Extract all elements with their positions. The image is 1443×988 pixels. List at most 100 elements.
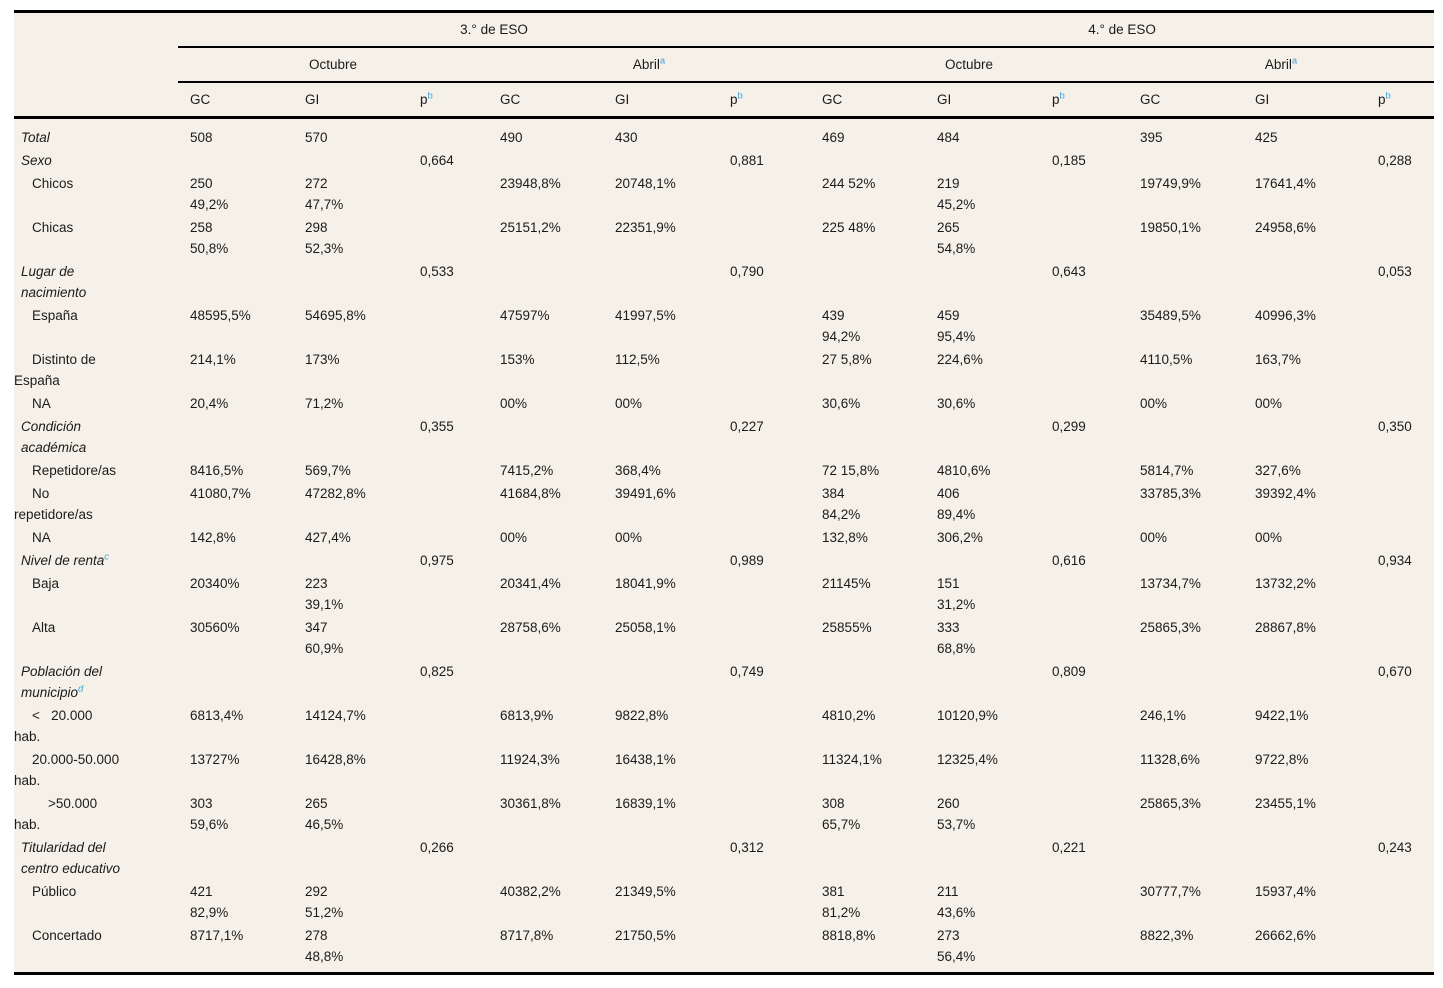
- data-cell: 225 48%: [822, 220, 876, 235]
- p-value-cell: [1040, 459, 1128, 482]
- data-cell: 265 54,8%: [937, 220, 976, 256]
- data-cell: 25151,2%: [500, 220, 561, 235]
- data-cell: [488, 149, 603, 172]
- data-cell: 570: [305, 130, 328, 145]
- data-cell: 469: [822, 130, 845, 145]
- data-cell: 00%: [615, 396, 643, 411]
- row-label-line: No: [32, 486, 50, 501]
- data-cell: 00%: [1255, 396, 1283, 411]
- p-value-cell: [408, 216, 488, 260]
- row-label: Titularidad del centro educativo: [14, 836, 178, 880]
- row-label: Alta: [14, 616, 178, 660]
- data-cell: 20341,4%: [500, 576, 561, 591]
- period-header-octubre-2: Octubre: [810, 47, 1129, 83]
- column-header-p-8: pb: [1040, 82, 1129, 119]
- data-cell: 173%: [305, 352, 340, 367]
- row-label-line: NA: [32, 530, 51, 545]
- data-cell: 278 48,8%: [305, 928, 344, 964]
- data-cell: 439 94,2%: [822, 308, 861, 344]
- p-value-cell: [1040, 880, 1128, 924]
- data-cell: 219 45,2%: [937, 176, 976, 212]
- row-label: Concertado: [14, 924, 178, 968]
- row-label-line: Población del: [21, 664, 103, 679]
- data-cell: 00%: [1140, 530, 1168, 545]
- p-value-cell: [718, 748, 810, 792]
- data-cell: [925, 836, 1040, 880]
- period-header-abril-1: Abrila: [488, 47, 811, 83]
- data-cell: 425: [1255, 130, 1278, 145]
- p-value-cell: [1366, 459, 1434, 482]
- table-row: España 48595,5% 54695,8% 47597% 41997,5% 439 …: [14, 304, 1434, 348]
- p-value-cell: 0,053: [1378, 264, 1412, 279]
- data-cell: 23948,8%: [500, 176, 561, 191]
- row-label-line: Chicas: [32, 220, 74, 235]
- data-cell: [603, 836, 718, 880]
- data-cell: 4810,2%: [822, 708, 876, 723]
- row-label-line: NA: [32, 396, 51, 411]
- data-cell: 30560%: [190, 620, 240, 635]
- p-value-cell: [718, 880, 810, 924]
- data-cell: [1128, 149, 1243, 172]
- p-value-cell: [1040, 792, 1128, 836]
- row-label: España: [14, 304, 178, 348]
- data-cell: 8822,3%: [1140, 928, 1194, 943]
- table-row: NA 20,4% 71,2% 00% 00% 30,6% 30,6% 00% 00%: [14, 392, 1434, 415]
- data-cell: 333 68,8%: [937, 620, 976, 656]
- data-cell: [293, 149, 408, 172]
- p-value-cell: [408, 482, 488, 526]
- data-cell: [1243, 836, 1366, 880]
- data-cell: 490: [500, 130, 523, 145]
- data-cell: [293, 660, 408, 704]
- data-cell: [488, 836, 603, 880]
- p-value-cell: [408, 118, 488, 150]
- data-cell: 21145%: [822, 576, 871, 591]
- row-label: < 20.000 hab.: [14, 704, 178, 748]
- data-cell: 9422,1%: [1255, 708, 1309, 723]
- baseline-characteristics-table-panel: 3.° de ESO 4.° de ESO Octubre Abrila Octubre…: [14, 10, 1435, 975]
- period-header-octubre-0: Octubre: [178, 47, 488, 83]
- data-cell: 298 52,3%: [305, 220, 344, 256]
- p-value-cell: [408, 880, 488, 924]
- data-cell: 16428,8%: [305, 752, 366, 767]
- p-value-cell: 0,616: [1052, 553, 1086, 568]
- data-cell: 569,7%: [305, 463, 351, 478]
- data-cell: 406 89,4%: [937, 486, 976, 522]
- table-row: Población del municipiod 0,825 0,749 0,809 0,…: [14, 660, 1434, 704]
- data-cell: 71,2%: [305, 396, 344, 411]
- data-cell: 25865,3%: [1140, 796, 1201, 811]
- table-row: Público 421 82,9% 292 51,2% 40382,2% 21349,5…: [14, 880, 1434, 924]
- data-cell: 19749,9%: [1140, 176, 1201, 191]
- p-value-cell: [408, 792, 488, 836]
- grade-header-3eso: 3.° de ESO: [178, 13, 811, 48]
- table-row: Distinto de España 214,1% 173% 153% 112,5% 27 …: [14, 348, 1434, 392]
- row-label: 20.000-50.000 hab.: [14, 748, 178, 792]
- data-cell: 265 46,5%: [305, 796, 344, 832]
- data-cell: 9722,8%: [1255, 752, 1309, 767]
- data-cell: 15937,4%: [1255, 884, 1316, 899]
- data-cell: 00%: [615, 530, 643, 545]
- row-label-line: Condición: [21, 419, 82, 434]
- data-cell: [293, 549, 408, 572]
- p-value-cell: [1040, 526, 1128, 549]
- data-cell: 16839,1%: [615, 796, 676, 811]
- table-row: Chicos 250 49,2% 272 47,7% 23948,8% 20748,1%…: [14, 172, 1434, 216]
- row-label: Lugar de nacimiento: [14, 260, 178, 304]
- data-cell: 00%: [500, 530, 528, 545]
- data-cell: [1128, 549, 1243, 572]
- p-value-cell: 0,881: [730, 153, 764, 168]
- row-label: NA: [14, 526, 178, 549]
- data-cell: 18041,9%: [615, 576, 676, 591]
- p-value-cell: 0,266: [420, 840, 454, 855]
- column-header-gc-6: GC: [810, 82, 926, 119]
- data-cell: 17641,4%: [1255, 176, 1316, 191]
- p-value-cell: 0,533: [420, 264, 454, 279]
- p-value-cell: [408, 572, 488, 616]
- data-cell: [1243, 149, 1366, 172]
- corner-cell: [14, 13, 178, 47]
- p-value-cell: [408, 616, 488, 660]
- data-cell: 39491,6%: [615, 486, 676, 501]
- data-cell: 327,6%: [1255, 463, 1301, 478]
- data-cell: 347 60,9%: [305, 620, 344, 656]
- column-header-gc-3: GC: [488, 82, 603, 119]
- p-value-cell: [1366, 748, 1434, 792]
